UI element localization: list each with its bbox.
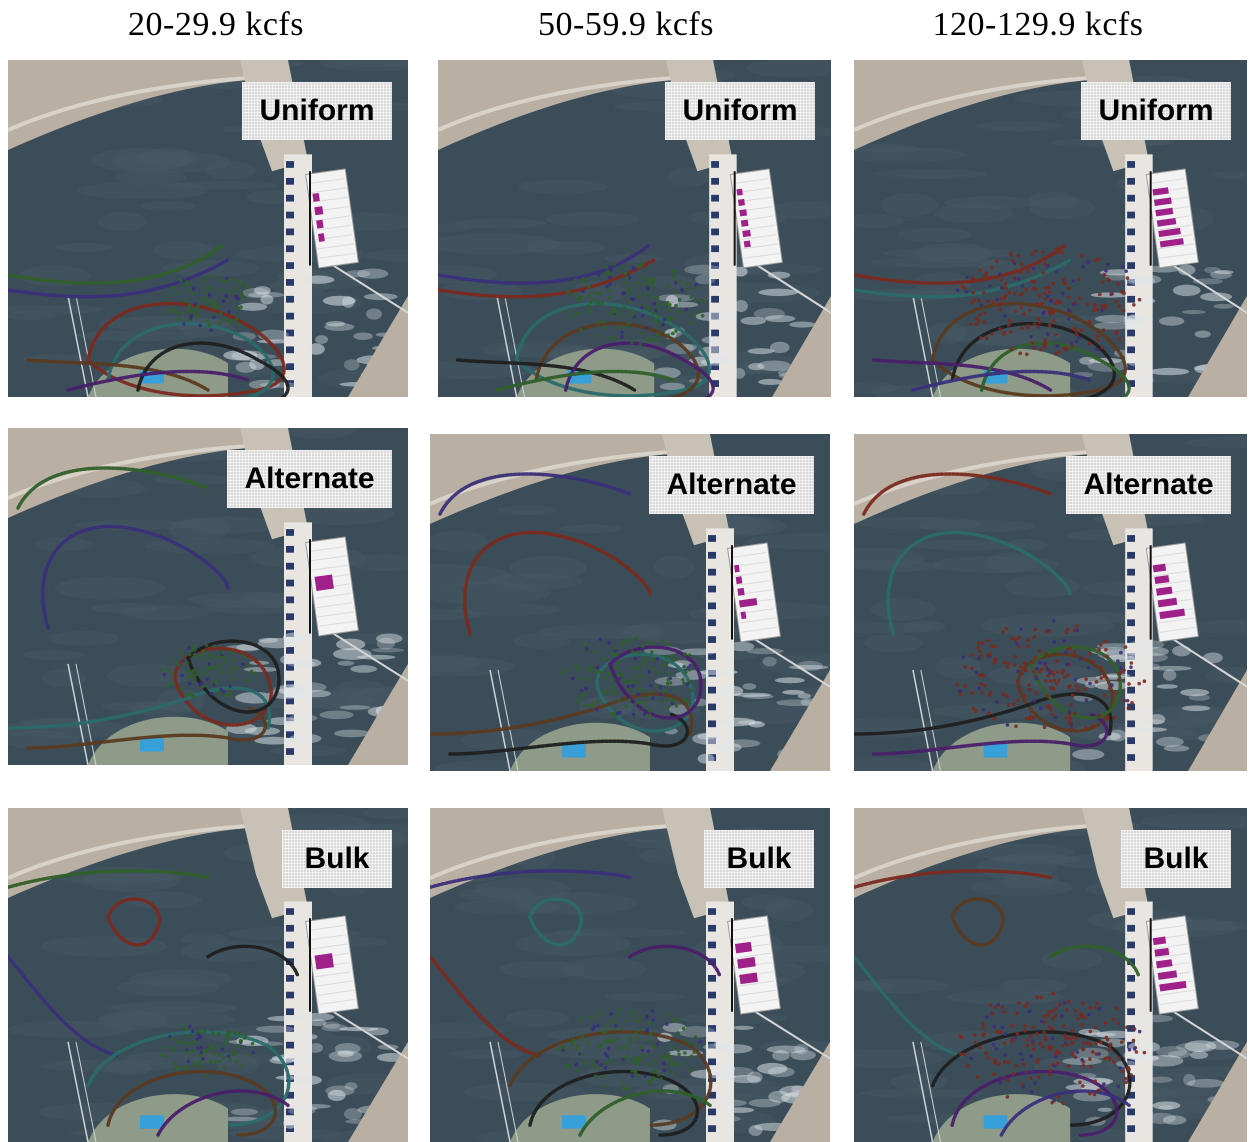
gate-bar — [314, 574, 334, 591]
gate-bar — [1154, 575, 1170, 585]
operation-label: Bulk — [1121, 830, 1231, 888]
panel-uniform-50kcfs: Uniform — [438, 60, 831, 397]
operation-label: Alternate — [1066, 456, 1231, 514]
gate-bar — [737, 198, 745, 207]
gate-bar — [739, 209, 748, 217]
gate-bar — [1159, 238, 1184, 248]
gate-bar — [737, 587, 745, 596]
gate-bar — [740, 219, 749, 227]
panel-uniform-120kcfs: Uniform — [854, 60, 1247, 397]
gate-bar — [314, 953, 334, 970]
gate-bar — [739, 972, 758, 985]
panel-alternate-20kcfs: Alternate — [8, 428, 408, 765]
gate-bar — [1152, 936, 1167, 946]
panel-uniform-20kcfs: Uniform — [8, 60, 408, 397]
column-header-3: 120-129.9 kcfs — [932, 6, 1144, 43]
operation-label: Uniform — [242, 82, 392, 140]
gate-bar — [316, 219, 324, 229]
gate-bar — [1153, 197, 1172, 207]
operation-label: Bulk — [704, 830, 814, 888]
gate-bar — [1157, 970, 1178, 980]
gate-bar — [1152, 187, 1169, 196]
gate-bar — [742, 229, 751, 238]
gate-bar — [1155, 207, 1174, 217]
gate-bar — [318, 233, 325, 242]
gate-bar — [1154, 947, 1170, 957]
gate-bar — [740, 611, 747, 620]
aerial-photo — [854, 808, 1247, 1142]
gate-bar — [312, 193, 320, 202]
panel-bulk-120kcfs: Bulk — [854, 808, 1247, 1142]
operation-label: Alternate — [649, 456, 814, 514]
gate-bar — [1156, 959, 1173, 969]
aerial-photo — [438, 60, 831, 397]
gate-bar — [1156, 586, 1173, 596]
column-header-2: 50-59.9 kcfs — [538, 6, 714, 43]
panel-bulk-20kcfs: Bulk — [8, 808, 408, 1142]
aerial-photo — [8, 808, 408, 1142]
panel-alternate-50kcfs: Alternate — [430, 434, 830, 771]
gate-bar — [1157, 597, 1178, 608]
aerial-photo — [8, 428, 408, 765]
gate-bar — [1159, 608, 1186, 620]
operation-label: Alternate — [227, 450, 392, 508]
gate-bar — [1156, 217, 1177, 227]
gate-bar — [734, 564, 740, 573]
column-header-1: 20-29.9 kcfs — [128, 6, 304, 43]
operation-label: Bulk — [282, 830, 392, 888]
gate-bar — [1158, 227, 1181, 238]
gate-bar — [736, 188, 743, 196]
gate-bar — [1159, 980, 1187, 992]
panel-alternate-120kcfs: Alternate — [854, 434, 1247, 771]
aerial-photo — [430, 808, 830, 1142]
operation-label: Uniform — [665, 82, 815, 140]
gate-bar — [737, 957, 756, 969]
gate-bar — [1152, 563, 1167, 573]
gate-bar — [735, 576, 743, 585]
gate-bar — [314, 206, 324, 216]
gate-bar — [743, 240, 751, 248]
gate-bar — [738, 598, 758, 608]
panel-bulk-50kcfs: Bulk — [430, 808, 830, 1142]
gate-bar — [734, 941, 753, 954]
operation-label: Uniform — [1081, 82, 1231, 140]
